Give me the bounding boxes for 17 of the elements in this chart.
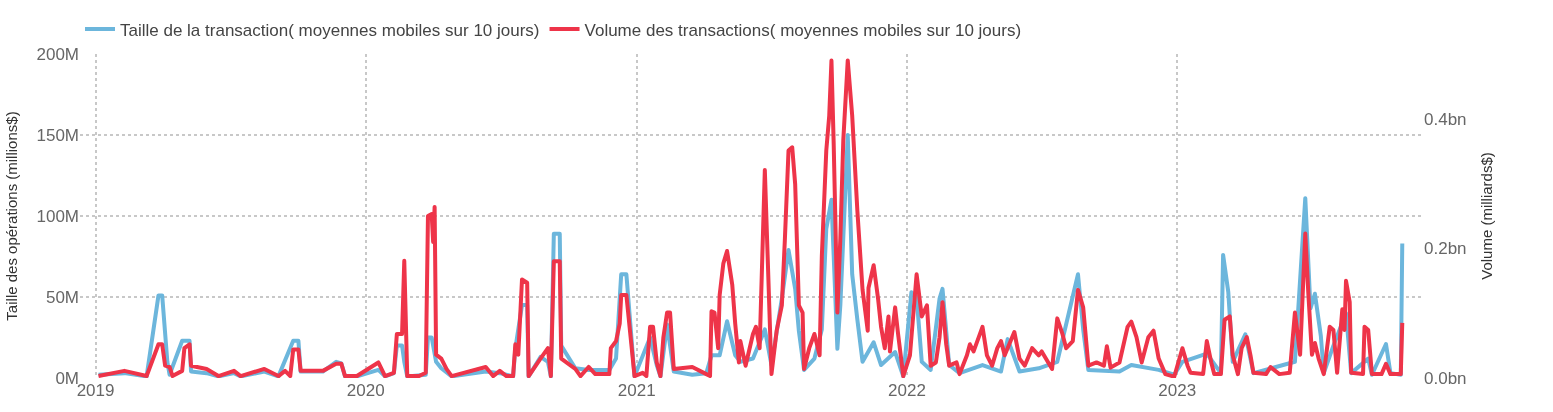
y-tick-label: 0M <box>55 368 79 388</box>
y2-tick-label: 0.4bn <box>1424 109 1467 129</box>
y-tick-label: 100M <box>36 206 79 226</box>
legend-label: Volume des transactions( moyennes mobiles sur 10 jours) <box>584 20 1022 40</box>
legend-label: Taille de la transaction( moyennes mobiles sur 10 jours) <box>120 20 540 40</box>
y-axis-title: Taille des opérations (millions$) <box>2 111 20 321</box>
y-tick-label: 200M <box>36 44 79 64</box>
x-tick-label: 2021 <box>617 381 656 400</box>
y-tick-label: 150M <box>36 125 79 145</box>
y-tick-label: 50M <box>45 287 79 307</box>
x-tick-label: 2020 <box>346 381 385 400</box>
x-tick-label: 2023 <box>1158 381 1197 400</box>
x-tick-label: 2022 <box>888 381 926 400</box>
y2-tick-label: 0.2bn <box>1424 239 1467 259</box>
line-series <box>96 58 1405 378</box>
y2-axis-title: Volume (milliards$) <box>1477 152 1495 280</box>
y2-tick-label: 0.0bn <box>1424 368 1467 388</box>
